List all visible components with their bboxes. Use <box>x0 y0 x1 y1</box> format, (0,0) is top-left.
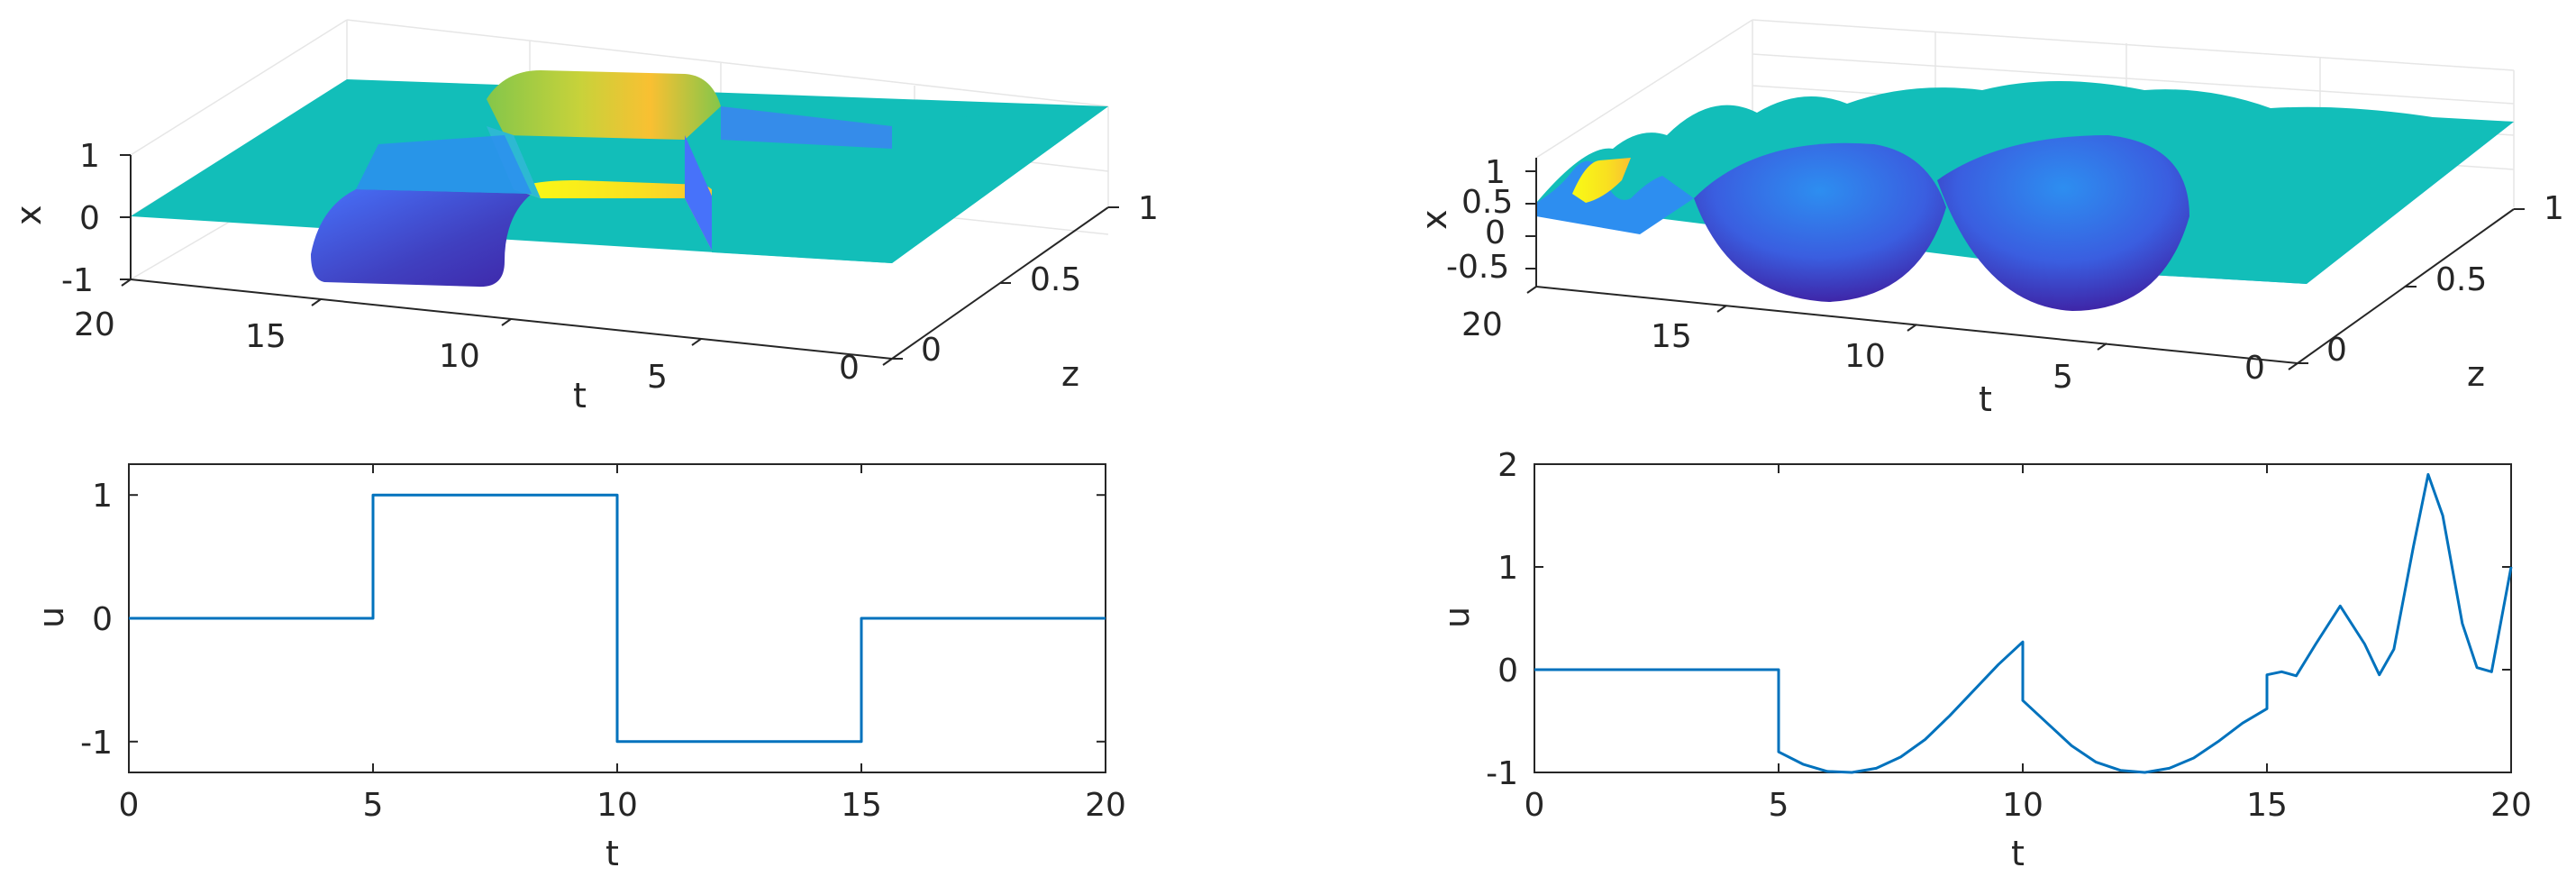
surface-mid-blue <box>721 106 892 149</box>
y-tick-label: 1 <box>92 478 113 515</box>
tick-label: 0 <box>79 200 100 237</box>
x-tick-label: 20 <box>1085 787 1126 824</box>
tick-label: 0 <box>921 332 942 369</box>
x-ticks-left: 1 0 -1 <box>61 138 131 299</box>
y-tick-label: 0 <box>1497 653 1518 690</box>
tick-label: 1 <box>1485 154 1506 191</box>
z-axis-label-right: z <box>2467 354 2485 394</box>
z-axis-label-left: z <box>1061 354 1079 394</box>
x-axis-label-right: x <box>1415 210 1454 231</box>
tick-label: 5 <box>2053 359 2073 396</box>
tick-label: 0 <box>2326 332 2347 369</box>
tick-label: -0.5 <box>1446 249 1509 286</box>
x-tick-label: 0 <box>1525 787 1545 824</box>
surface-ripples <box>1536 160 1694 234</box>
x-tick-label: 10 <box>2002 787 2044 824</box>
tick-label: 20 <box>1461 306 1503 343</box>
t-axis-label-right: t <box>1979 379 1992 419</box>
surface-high-back <box>487 70 721 140</box>
series-lines-bottom-left <box>129 493 1106 744</box>
x-tick-label: 5 <box>1769 787 1789 824</box>
line-plot-left: 0 5 10 15 20-101 t u <box>32 463 1126 873</box>
t-ticks-right: 20 15 10 5 0 <box>1461 286 2298 396</box>
tick-label: -1 <box>61 262 94 299</box>
y-axis-label: u <box>32 607 71 628</box>
tick-label: 15 <box>245 318 287 355</box>
tick-label: 0 <box>1485 215 1506 251</box>
x-tick-label: 5 <box>363 787 384 824</box>
y-tick-label: 1 <box>1497 550 1518 587</box>
ticks-bottom-left: 0 5 10 15 20-101 <box>80 464 1126 824</box>
surface-plot-left: 20 15 10 5 0 t 0 0.5 1 z 1 0 -1 x <box>9 19 1159 416</box>
series-line-0 <box>129 493 1106 744</box>
t-axis-label-left: t <box>573 376 587 416</box>
surface-low-trench <box>311 189 532 288</box>
tick-label: 0 <box>2244 350 2265 387</box>
y-tick-label: -1 <box>1486 755 1518 792</box>
surface-high-front <box>514 180 721 251</box>
surface-yellow-peak <box>1572 158 1631 203</box>
tick-label: 20 <box>74 306 115 343</box>
y-tick-label: 2 <box>1497 447 1518 484</box>
series-lines-bottom-right <box>1534 472 2513 774</box>
tick-label: 1 <box>2544 190 2564 227</box>
y-tick-label: 0 <box>92 601 113 638</box>
x-tick-label: 20 <box>2490 787 2532 824</box>
x-axis-label: t <box>2011 834 2025 873</box>
z-ticks-right: 0 0.5 1 <box>2298 190 2564 369</box>
surface-right-sheet <box>712 106 1108 263</box>
x-axis-label: t <box>605 834 619 873</box>
surface-bowl-1 <box>1694 142 1946 302</box>
x-tick-label: 10 <box>596 787 638 824</box>
plot-frame <box>1534 463 2512 773</box>
t-ticks-left: 20 15 10 5 0 <box>74 279 893 396</box>
tick-label: 1 <box>1138 190 1159 227</box>
series-line-0 <box>1534 472 2513 774</box>
tick-label: 0 <box>839 350 860 387</box>
y-tick-label: -1 <box>80 725 113 762</box>
surface-bowl-2 <box>1937 135 2189 311</box>
surface-wall-3 <box>356 135 532 194</box>
y-axis-label: u <box>1437 607 1477 628</box>
tick-label: 0.5 <box>1030 261 1081 298</box>
z-ticks-left: 0 0.5 1 <box>892 190 1159 369</box>
x-axis-label-left: x <box>9 205 49 226</box>
tick-label: 10 <box>1844 338 1886 375</box>
x-tick-label: 0 <box>119 787 140 824</box>
x-ticks-right: 1 0.5 0 -0.5 <box>1446 154 1536 286</box>
surface-plot-right: 20 15 10 5 0 t 0 0.5 1 z 1 0.5 0 -0.5 x <box>1415 19 2564 419</box>
tick-label: 5 <box>647 359 668 396</box>
tick-label: 1 <box>79 138 100 175</box>
x-tick-label: 15 <box>841 787 882 824</box>
tick-label: 0.5 <box>1461 184 1513 221</box>
tick-label: 0.5 <box>2435 261 2487 298</box>
tick-label: 15 <box>1651 318 1692 355</box>
x-tick-label: 15 <box>2246 787 2288 824</box>
tick-label: 10 <box>439 338 480 375</box>
